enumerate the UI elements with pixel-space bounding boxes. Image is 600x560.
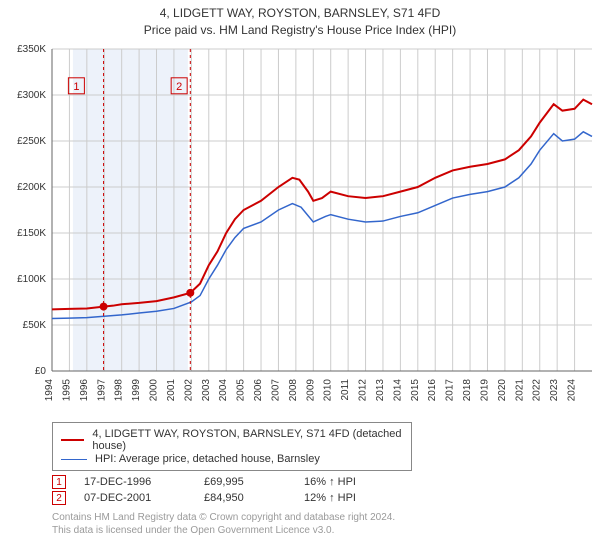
svg-text:2002: 2002 <box>183 379 194 402</box>
svg-text:2005: 2005 <box>236 379 247 402</box>
chart-container: £0 £50K £100K £150K £200K £250K £300K £350K 1994… <box>0 41 600 416</box>
svg-text:1995: 1995 <box>61 379 72 402</box>
attribution-line-2: This data is licensed under the Open Gov… <box>52 524 590 537</box>
sale-row: 1 17-DEC-1996£69,99516% ↑ HPI <box>52 475 590 489</box>
svg-text:1994: 1994 <box>44 379 55 402</box>
svg-text:2010: 2010 <box>323 379 334 402</box>
sale-hpi: 16% ↑ HPI <box>304 476 404 488</box>
sale-hpi: 12% ↑ HPI <box>304 492 404 504</box>
sale-marker: 2 <box>52 491 66 505</box>
svg-text:£200K: £200K <box>17 182 46 193</box>
legend-label: 4, LIDGETT WAY, ROYSTON, BARNSLEY, S71 4… <box>92 428 403 452</box>
sale-date: 07-DEC-2001 <box>84 492 204 504</box>
svg-text:2018: 2018 <box>462 379 473 402</box>
svg-text:2022: 2022 <box>532 379 543 402</box>
svg-text:2021: 2021 <box>514 379 525 402</box>
sale-row: 2 07-DEC-2001£84,95012% ↑ HPI <box>52 491 590 505</box>
svg-text:2019: 2019 <box>479 379 490 402</box>
sale-date: 17-DEC-1996 <box>84 476 204 488</box>
svg-text:1996: 1996 <box>79 379 90 402</box>
svg-text:2011: 2011 <box>340 379 351 401</box>
svg-text:1: 1 <box>73 81 79 93</box>
chart-title: 4, LIDGETT WAY, ROYSTON, BARNSLEY, S71 4… <box>10 6 590 20</box>
svg-text:2: 2 <box>176 81 182 93</box>
svg-text:£300K: £300K <box>17 90 46 101</box>
sales-table: 1 17-DEC-1996£69,99516% ↑ HPI 2 07-DEC-2001… <box>52 475 590 505</box>
price-chart: £0 £50K £100K £150K £200K £250K £300K £350K 1994… <box>0 41 600 416</box>
svg-text:2023: 2023 <box>549 379 560 402</box>
svg-text:2015: 2015 <box>410 379 421 402</box>
svg-text:2004: 2004 <box>218 379 229 402</box>
svg-text:2000: 2000 <box>149 379 160 402</box>
attribution: Contains HM Land Registry data © Crown c… <box>52 511 590 537</box>
svg-text:£250K: £250K <box>17 136 46 147</box>
sale-price: £84,950 <box>204 492 304 504</box>
legend-swatch <box>61 439 84 441</box>
svg-text:1999: 1999 <box>131 379 142 402</box>
svg-text:£0: £0 <box>35 366 47 377</box>
svg-text:2016: 2016 <box>427 379 438 402</box>
svg-text:2006: 2006 <box>253 379 264 402</box>
svg-text:1997: 1997 <box>96 379 107 402</box>
legend-label: HPI: Average price, detached house, Barn… <box>95 453 320 465</box>
svg-text:£100K: £100K <box>17 274 46 285</box>
legend-row: 4, LIDGETT WAY, ROYSTON, BARNSLEY, S71 4… <box>61 428 403 452</box>
svg-text:1998: 1998 <box>114 379 125 402</box>
svg-text:£350K: £350K <box>17 44 46 55</box>
svg-text:2012: 2012 <box>358 379 369 402</box>
legend: 4, LIDGETT WAY, ROYSTON, BARNSLEY, S71 4… <box>52 422 412 471</box>
legend-swatch <box>61 459 87 460</box>
svg-text:2014: 2014 <box>392 379 403 402</box>
svg-text:2024: 2024 <box>567 379 578 402</box>
attribution-line-1: Contains HM Land Registry data © Crown c… <box>52 511 590 524</box>
svg-text:2017: 2017 <box>445 379 456 402</box>
svg-text:£150K: £150K <box>17 228 46 239</box>
sale-marker: 1 <box>52 475 66 489</box>
svg-text:2001: 2001 <box>166 379 177 402</box>
svg-text:2003: 2003 <box>201 379 212 402</box>
svg-text:2008: 2008 <box>288 379 299 402</box>
chart-header: 4, LIDGETT WAY, ROYSTON, BARNSLEY, S71 4… <box>0 0 600 41</box>
svg-text:2013: 2013 <box>375 379 386 402</box>
sale-price: £69,995 <box>204 476 304 488</box>
chart-subtitle: Price paid vs. HM Land Registry's House … <box>10 23 590 37</box>
svg-text:£50K: £50K <box>23 320 47 331</box>
legend-row: HPI: Average price, detached house, Barn… <box>61 453 403 465</box>
svg-text:2009: 2009 <box>305 379 316 402</box>
svg-text:2007: 2007 <box>270 379 281 402</box>
svg-text:2020: 2020 <box>497 379 508 402</box>
